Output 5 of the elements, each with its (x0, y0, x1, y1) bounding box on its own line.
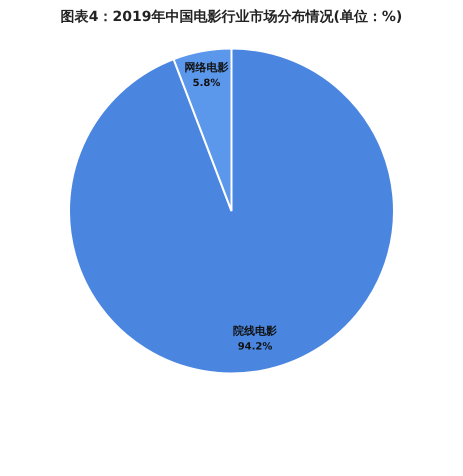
chart-title: 图表4：2019年中国电影行业市场分布情况(单位：%) (60, 8, 404, 26)
data-label: 5.8% (192, 78, 220, 89)
slice-label: 网络电影 (184, 61, 228, 74)
data-label: 94.2% (238, 341, 272, 352)
slice-label: 院线电影 (233, 324, 278, 338)
